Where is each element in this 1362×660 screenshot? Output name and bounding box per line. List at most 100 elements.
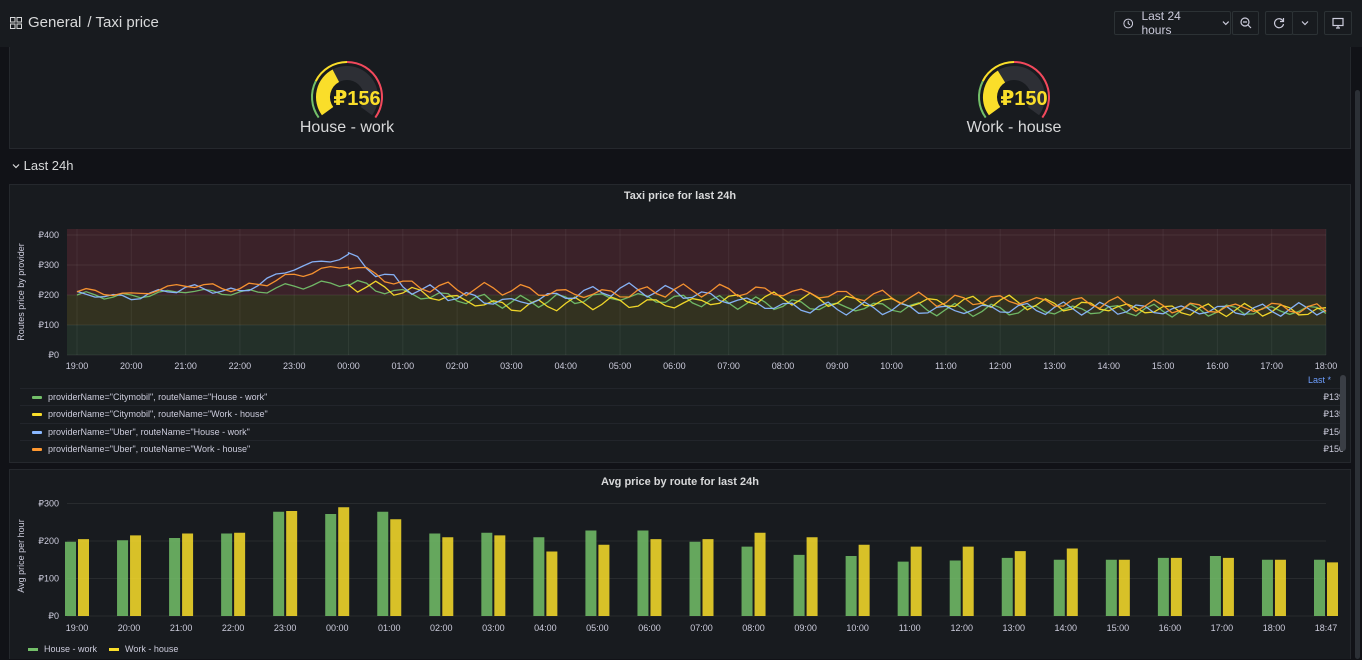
x-tick-label: 07:00 (717, 361, 740, 371)
bar (910, 546, 922, 616)
x-tick-label: 20:00 (120, 361, 143, 371)
dashboards-icon (10, 16, 22, 29)
line-chart-svg: ₽0 ₽100 ₽200 ₽300 ₽400 19:00 20:00 21:00 22:00 23… (16, 229, 1338, 371)
bar (1327, 562, 1338, 616)
bar (182, 533, 194, 616)
legend-item[interactable]: providerName="Uber", routeName="House - … (20, 423, 1346, 441)
bar (234, 532, 246, 616)
x-tick-label: 11:00 (899, 623, 921, 633)
threshold-band (67, 229, 1326, 295)
row-title: Last 24h (23, 158, 74, 173)
legend-scrollbar[interactable] (1340, 375, 1346, 451)
gauge-value-arc (983, 70, 1006, 116)
gauge-threshold-arc (311, 80, 320, 119)
line-chart-panel: Taxi price for last 24h ₽0 ₽100 ₽200 ₽300 ₽4… (9, 184, 1351, 463)
legend-label: providerName="Citymobil", routeName="Wor… (48, 409, 268, 419)
zoom-out-button[interactable] (1232, 11, 1259, 35)
x-tick-label: 02:00 (430, 623, 453, 633)
x-tick-label: 04:00 (554, 361, 577, 371)
x-tick-label: 15:00 (1152, 361, 1175, 371)
breadcrumb-dashboard[interactable]: Taxi price (95, 14, 159, 31)
bar-chart-svg: ₽0 ₽100 ₽200 ₽300 Avg price per hour 19:00 20:… (16, 499, 1338, 633)
bar (130, 535, 142, 616)
bar (650, 539, 662, 616)
bar (858, 544, 870, 616)
legend-label[interactable]: Work - house (125, 644, 179, 654)
bar (1209, 556, 1221, 616)
x-tick-label: 04:00 (534, 623, 557, 633)
bar-legend: House - work Work - house (28, 644, 178, 654)
refresh-button[interactable] (1265, 11, 1293, 35)
gauge-threshold-arc (978, 80, 987, 119)
monitor-icon (1332, 17, 1344, 29)
series-line (76, 279, 1327, 318)
bar (533, 537, 545, 616)
y-tick-label: ₽400 (38, 230, 59, 240)
legend-item[interactable]: providerName="Uber", routeName="Work - h… (20, 440, 1346, 458)
refresh-interval-dropdown[interactable] (1292, 11, 1318, 35)
x-tick-label: 12:00 (989, 361, 1012, 371)
legend-swatch (32, 448, 42, 451)
bar (494, 535, 506, 616)
bar (585, 530, 597, 616)
panel-title[interactable]: Avg price by route for last 24h (601, 476, 759, 488)
bar (169, 538, 181, 616)
x-tick-label: 11:00 (935, 361, 957, 371)
bar (442, 537, 454, 616)
x-tick-label: 18:00 (1315, 361, 1338, 371)
legend-swatch (32, 431, 42, 434)
threshold-band (67, 325, 1326, 355)
x-tick-label: 16:00 (1206, 361, 1229, 371)
x-tick-label: 15:00 (1107, 623, 1130, 633)
bar (754, 532, 766, 616)
bar (637, 530, 649, 616)
page-scrollbar[interactable] (1355, 90, 1360, 659)
x-tick-label: 06:00 (663, 361, 686, 371)
series-line (76, 251, 1327, 317)
row-header-last-24h[interactable]: Last 24h (12, 158, 74, 173)
y-tick-label: ₽0 (48, 350, 59, 360)
legend-item[interactable]: providerName="Citymobil", routeName="Wor… (20, 405, 1346, 423)
chevron-down-icon (12, 164, 20, 169)
y-tick-label: ₽300 (38, 260, 59, 270)
breadcrumb-folder[interactable]: General (28, 14, 82, 31)
gauge-title-house-work: House - work (299, 119, 395, 136)
bar (1261, 559, 1273, 616)
panel-title[interactable]: Taxi price for last 24h (623, 190, 737, 202)
x-tick-label: 16:00 (1159, 623, 1182, 633)
y-tick-label: ₽300 (38, 499, 59, 509)
y-tick-label: ₽200 (38, 536, 59, 546)
x-tick-label: 22:00 (229, 361, 252, 371)
bar (481, 532, 493, 616)
x-tick-label: 06:00 (638, 623, 661, 633)
gauge-threshold-arc (1013, 61, 1050, 119)
chevron-down-icon (1222, 21, 1230, 26)
x-tick-label: 17:00 (1211, 623, 1234, 633)
gauge-value-text: ₽156 (333, 88, 380, 110)
bar (897, 561, 909, 616)
bar (702, 539, 714, 616)
refresh-icon (1273, 18, 1285, 29)
x-tick-label: 22:00 (222, 623, 245, 633)
legend-swatch (109, 647, 120, 651)
bar (689, 541, 701, 616)
x-tick-label: 14:00 (1055, 623, 1078, 633)
legend-label[interactable]: House - work (44, 644, 98, 654)
breadcrumb-separator: / (87, 14, 92, 31)
bar (65, 541, 76, 616)
bar (1014, 551, 1026, 616)
y-tick-label: ₽200 (38, 290, 59, 300)
x-tick-label: 00:00 (337, 361, 360, 371)
legend-swatch (32, 396, 42, 399)
bar (273, 511, 285, 616)
bar (429, 533, 441, 616)
x-tick-label: 17:00 (1260, 361, 1283, 371)
bar (1274, 559, 1286, 616)
time-range-picker[interactable]: Last 24 hours (1114, 9, 1231, 37)
tv-mode-button[interactable] (1324, 11, 1352, 35)
bar (1157, 557, 1169, 616)
legend-sort-header[interactable]: Last * (1307, 375, 1331, 385)
gauge-title-work-house: Work - house (966, 119, 1062, 136)
legend-item[interactable]: providerName="Citymobil", routeName="Hou… (20, 388, 1346, 406)
x-tick-label: 01:00 (392, 361, 415, 371)
